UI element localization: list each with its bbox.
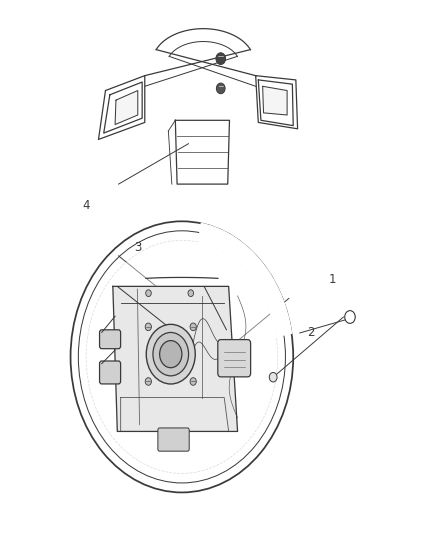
Polygon shape (113, 286, 237, 431)
Polygon shape (198, 223, 292, 337)
Circle shape (146, 325, 195, 384)
Circle shape (188, 290, 194, 296)
Text: 1: 1 (329, 273, 336, 286)
Polygon shape (258, 80, 293, 126)
Polygon shape (104, 82, 142, 133)
Text: 2: 2 (307, 326, 314, 340)
FancyBboxPatch shape (158, 428, 189, 451)
Circle shape (71, 221, 293, 492)
Circle shape (269, 373, 277, 382)
Circle shape (159, 341, 182, 368)
Circle shape (86, 240, 278, 473)
Circle shape (146, 290, 151, 296)
FancyBboxPatch shape (218, 340, 251, 377)
Circle shape (216, 83, 225, 94)
Circle shape (153, 333, 189, 376)
Text: 3: 3 (134, 241, 142, 254)
Polygon shape (175, 120, 230, 184)
Circle shape (190, 323, 196, 330)
Circle shape (145, 323, 152, 330)
Polygon shape (263, 86, 287, 115)
Text: 4: 4 (82, 199, 90, 212)
Circle shape (145, 378, 152, 385)
Polygon shape (115, 91, 138, 125)
Circle shape (345, 311, 355, 324)
Circle shape (216, 53, 226, 64)
Circle shape (78, 231, 286, 483)
FancyBboxPatch shape (99, 361, 120, 384)
Circle shape (190, 378, 196, 385)
FancyBboxPatch shape (99, 330, 120, 349)
